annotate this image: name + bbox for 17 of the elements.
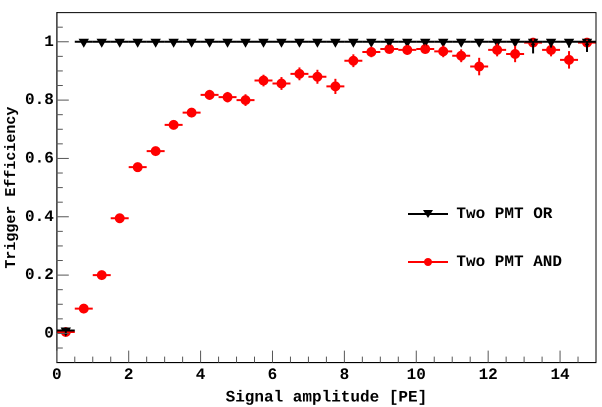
x-tick-label: 4 — [196, 366, 206, 384]
y-tick-label: 0.8 — [24, 91, 54, 110]
y-tick-label: 0 — [44, 324, 54, 342]
y-tick-label: 0.6 — [24, 149, 54, 168]
y-tick-label: 0.2 — [24, 266, 54, 284]
x-tick-label: 6 — [268, 366, 278, 384]
y-tick-label: 1 — [44, 32, 54, 51]
x-tick-label: 8 — [340, 366, 350, 384]
y-tick-label: 0.4 — [24, 208, 54, 226]
x-axis-title: Signal amplitude [PE] — [226, 388, 428, 406]
legend-label: Two PMT OR — [456, 205, 552, 223]
x-tick-label: 2 — [124, 366, 134, 384]
x-tick-label: 10 — [406, 366, 426, 384]
x-tick-label: 14 — [550, 366, 570, 384]
legend-label: Two PMT AND — [456, 253, 562, 271]
y-axis-title: Trigger Efficiency — [2, 106, 20, 269]
x-tick-label: 12 — [478, 366, 498, 384]
